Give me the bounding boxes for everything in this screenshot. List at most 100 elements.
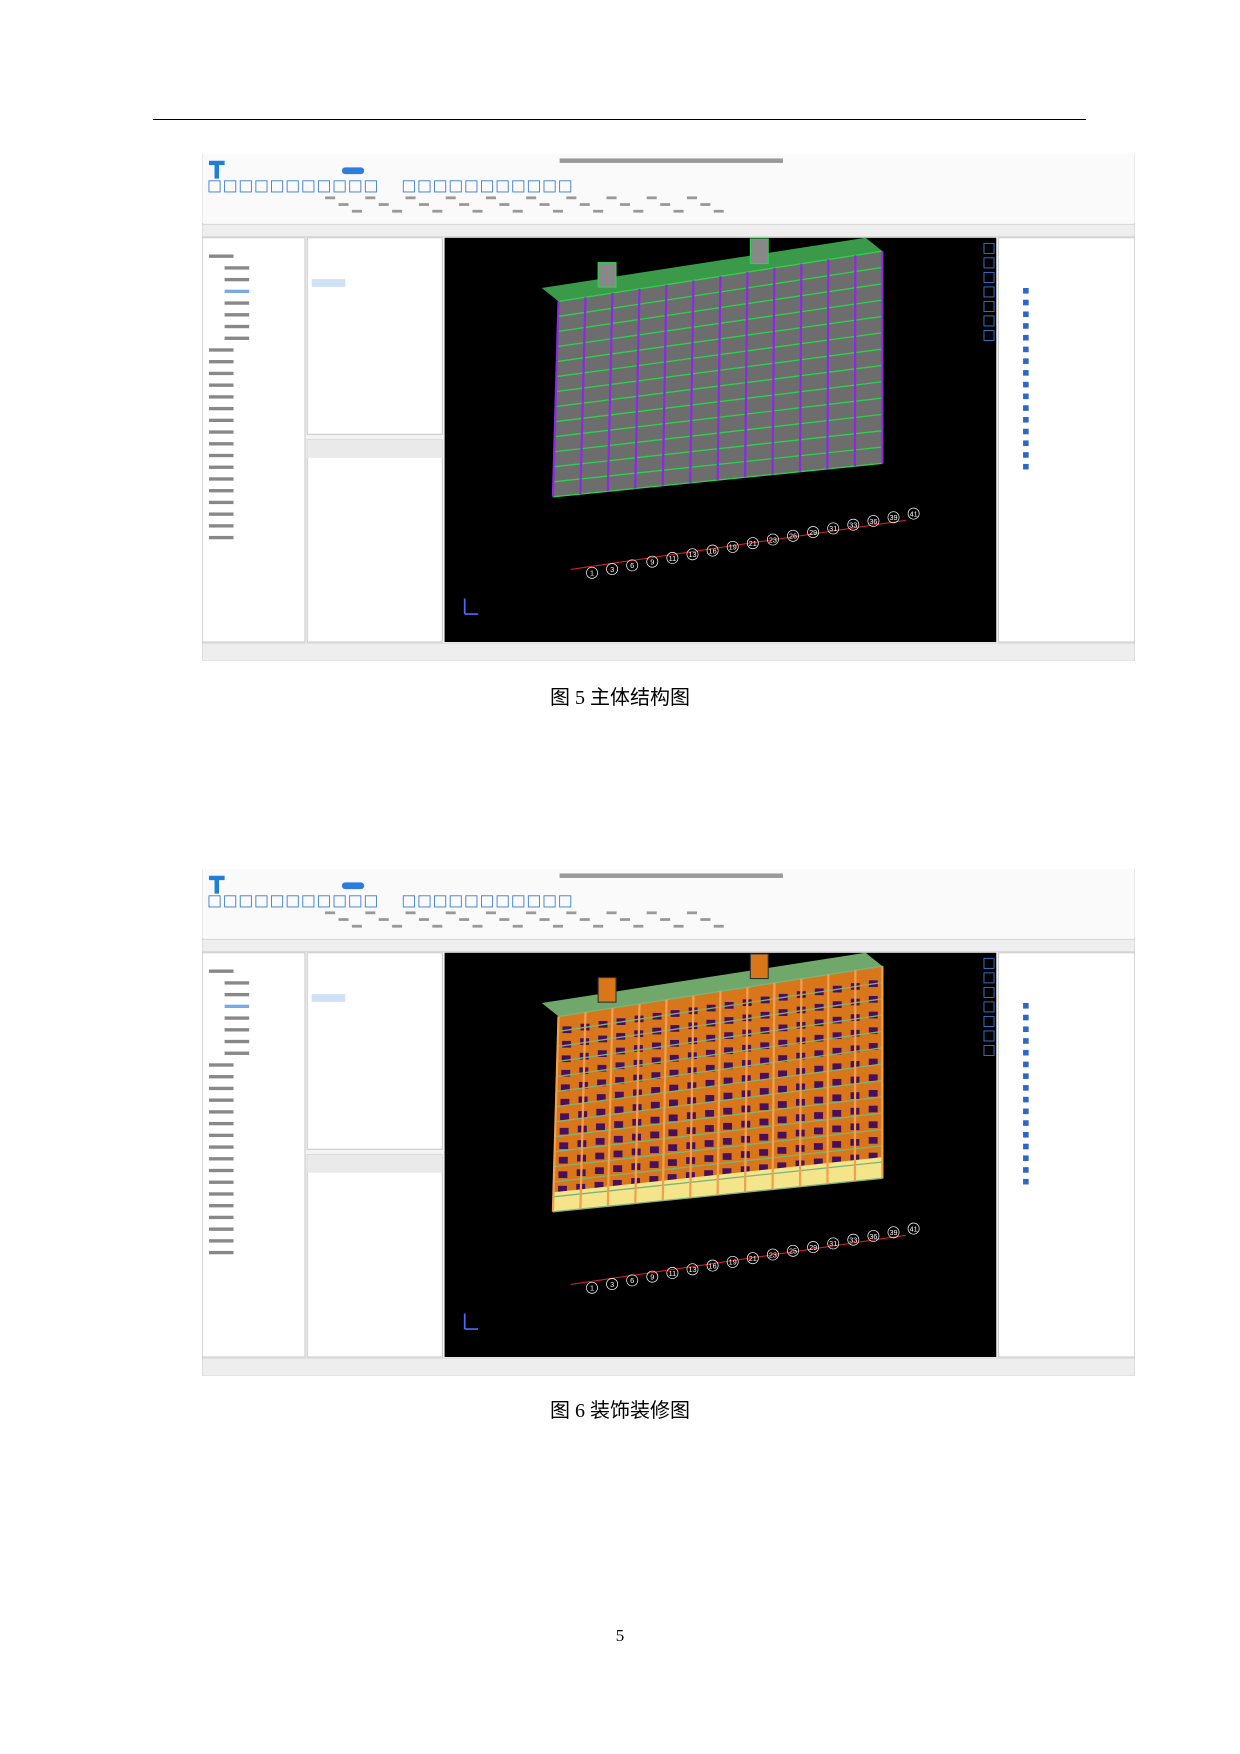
toolbar-icon bbox=[559, 895, 572, 908]
tree-item bbox=[224, 289, 250, 294]
window bbox=[813, 1158, 823, 1166]
toolbar-text bbox=[459, 203, 470, 206]
window bbox=[759, 1118, 769, 1126]
tree-item bbox=[208, 1086, 234, 1091]
axis-bubble bbox=[586, 566, 598, 579]
window bbox=[560, 1098, 570, 1106]
window bbox=[832, 1032, 842, 1040]
window bbox=[559, 1127, 569, 1135]
screenshot: 1 3 6 9 11 13 16 19 21 23 25 29 31 33 36 39 41 bbox=[202, 869, 1135, 1376]
tree-item bbox=[224, 266, 250, 270]
toolbar-text bbox=[325, 911, 336, 915]
window bbox=[778, 1024, 788, 1032]
side-icon bbox=[983, 986, 995, 998]
window bbox=[832, 1001, 842, 1008]
tree-item bbox=[208, 1157, 234, 1161]
column-line bbox=[551, 1016, 560, 1212]
toolbar-icon bbox=[543, 180, 556, 193]
tree-item bbox=[208, 1192, 234, 1196]
floor-checkbox bbox=[1023, 1014, 1029, 1021]
window bbox=[558, 1171, 568, 1179]
window bbox=[832, 1063, 842, 1071]
toolbar-text bbox=[351, 209, 362, 213]
property-panel bbox=[306, 439, 443, 643]
toolbar-text bbox=[405, 196, 416, 200]
side-icon bbox=[983, 315, 995, 327]
caption: 图 6 装饰装修图 bbox=[550, 1400, 690, 1422]
floor-checkbox bbox=[1023, 1120, 1029, 1126]
window bbox=[868, 1043, 878, 1050]
window bbox=[778, 1070, 788, 1078]
display-panel bbox=[997, 237, 1135, 643]
toolbar-icon bbox=[402, 180, 415, 193]
window bbox=[614, 1091, 624, 1099]
toolbar-text bbox=[593, 924, 604, 928]
tree-panel bbox=[202, 952, 306, 1358]
axis-bubble bbox=[646, 555, 659, 568]
window bbox=[868, 1011, 878, 1019]
toolbar-text bbox=[378, 918, 389, 921]
tree-item bbox=[208, 1250, 234, 1255]
window bbox=[595, 1152, 605, 1160]
window bbox=[705, 1110, 715, 1117]
toolbar-text bbox=[392, 924, 403, 928]
tree-item bbox=[224, 277, 250, 282]
axis-label: 31 bbox=[829, 524, 837, 533]
axis-label: 16 bbox=[709, 1261, 717, 1270]
toolbar-icon bbox=[527, 895, 540, 908]
window bbox=[561, 1055, 571, 1063]
axis-bubble bbox=[746, 537, 759, 550]
window bbox=[759, 1088, 769, 1095]
axis-bubble bbox=[766, 1248, 779, 1261]
axis-label: 36 bbox=[869, 517, 877, 526]
window bbox=[597, 1064, 607, 1072]
window bbox=[723, 1122, 733, 1130]
floor-checkbox bbox=[1023, 416, 1029, 423]
layer-selected bbox=[311, 994, 346, 1002]
axis-bubble bbox=[706, 544, 719, 557]
tree-item bbox=[208, 383, 234, 387]
toolbar-icon bbox=[239, 180, 252, 193]
floor-checkbox bbox=[1023, 1178, 1029, 1185]
axis-label: 36 bbox=[869, 1232, 877, 1241]
window bbox=[669, 1054, 679, 1062]
window bbox=[868, 1074, 878, 1082]
toolbar-icon bbox=[349, 180, 362, 193]
dropdown-row bbox=[202, 939, 1135, 952]
column-line bbox=[716, 276, 722, 481]
toolbar-text bbox=[405, 911, 416, 915]
tree-item bbox=[208, 535, 234, 540]
tree-item bbox=[208, 406, 234, 411]
window bbox=[814, 1065, 824, 1073]
window bbox=[615, 1062, 625, 1070]
tree-item bbox=[208, 1204, 234, 1208]
toolbar-text bbox=[686, 196, 697, 200]
stair-tower bbox=[749, 953, 769, 980]
display-panel bbox=[997, 952, 1135, 1358]
axis-bubble bbox=[686, 1263, 699, 1276]
axis-label: 39 bbox=[889, 513, 897, 522]
axis-bubble bbox=[807, 1241, 820, 1254]
toolbar-text bbox=[552, 924, 563, 928]
window bbox=[759, 1133, 769, 1141]
toolbar-text bbox=[526, 196, 537, 200]
axis-label: 6 bbox=[630, 1276, 634, 1285]
toolbar-text bbox=[512, 209, 523, 213]
window bbox=[704, 1140, 714, 1147]
window bbox=[814, 1050, 824, 1058]
window bbox=[724, 1047, 734, 1055]
axis-bubble bbox=[867, 515, 880, 527]
grid-axis bbox=[570, 519, 906, 570]
window bbox=[868, 1121, 878, 1129]
column-line bbox=[826, 259, 830, 469]
toolbar-text bbox=[432, 924, 443, 928]
axis-bubble bbox=[726, 1255, 739, 1268]
window bbox=[868, 1152, 878, 1160]
axis-label: 21 bbox=[749, 1254, 757, 1263]
column-line bbox=[743, 987, 749, 1193]
window bbox=[814, 1003, 824, 1011]
axis-label: 16 bbox=[709, 546, 717, 555]
window bbox=[760, 1027, 770, 1034]
floor-checkbox bbox=[1023, 1108, 1029, 1115]
tree-item bbox=[208, 371, 234, 376]
